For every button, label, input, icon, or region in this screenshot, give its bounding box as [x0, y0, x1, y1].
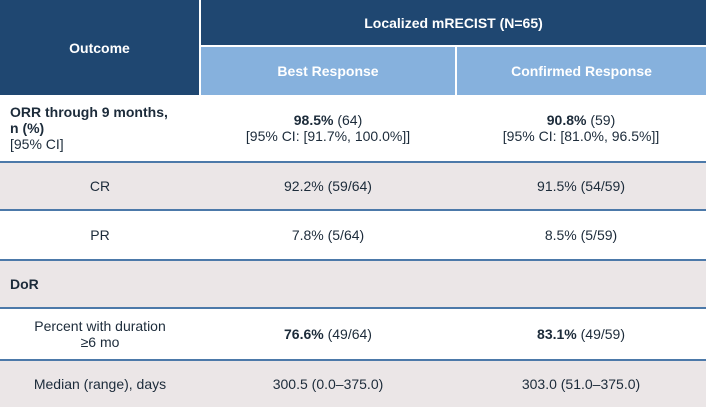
- orr-best-cell: 98.5% (64) [95% CI: [91.7%, 100.0%]]: [200, 95, 456, 162]
- median-label: Median (range), days: [33, 376, 167, 392]
- pct6-conf-percent: 83.1%: [537, 326, 577, 342]
- orr-label-line2: n (%): [10, 120, 45, 136]
- cr-label: CR: [89, 178, 111, 194]
- pct6-label: Percent with duration ≥6 mo: [0, 308, 200, 360]
- dor-conf-empty: [456, 260, 706, 308]
- pct6-conf-cell: 83.1% (49/59): [456, 308, 706, 360]
- pct6-best-count: (49/64): [323, 326, 372, 342]
- pct6-label-line2: ≥6 mo: [80, 334, 120, 350]
- table-row-duration: Percent with duration ≥6 mo 76.6% (49/64…: [0, 308, 706, 360]
- dor-best-empty: [200, 260, 456, 308]
- table-row-median: Median (range), days 300.5 (0.0–375.0) 3…: [0, 360, 706, 407]
- cr-conf: 91.5% (54/59): [537, 178, 625, 194]
- pct6-best-cell: 76.6% (49/64): [200, 308, 456, 360]
- median-best: 300.5 (0.0–375.0): [272, 376, 384, 392]
- pct6-best-percent: 76.6%: [284, 326, 324, 342]
- orr-conf-percent: 90.8%: [546, 112, 587, 128]
- pr-label: PR: [90, 227, 110, 243]
- table-row-dor: DoR: [0, 260, 706, 308]
- pr-conf: 8.5% (5/59): [544, 227, 618, 243]
- orr-conf-count: (59): [586, 112, 616, 128]
- table-row-orr: ORR through 9 months, n (%) [95% CI] 98.…: [0, 95, 706, 162]
- orr-label-line1: ORR through 9 months,: [10, 104, 168, 120]
- orr-best-percent: 98.5%: [293, 112, 334, 128]
- pct6-label-line1: Percent with duration: [34, 318, 166, 334]
- orr-label: ORR through 9 months, n (%) [95% CI]: [0, 95, 200, 162]
- orr-label-line3: [95% CI]: [10, 136, 64, 152]
- table-row-cr: CR 92.2% (59/64) 91.5% (54/59): [0, 162, 706, 210]
- orr-conf-cell: 90.8% (59) [95% CI: [81.0%, 96.5%]]: [456, 95, 706, 162]
- orr-best-ci: [95% CI: [91.7%, 100.0%]]: [245, 128, 411, 144]
- group-header: Localized mRECIST (N=65): [200, 0, 706, 47]
- orr-conf-ci: [95% CI: [81.0%, 96.5%]]: [502, 128, 660, 144]
- median-conf: 303.0 (51.0–375.0): [521, 376, 641, 392]
- pr-best: 7.8% (5/64): [291, 227, 365, 243]
- dor-label: DoR: [10, 276, 39, 292]
- outcome-header: Outcome: [0, 0, 201, 95]
- table-row-pr: PR 7.8% (5/64) 8.5% (5/59): [0, 210, 706, 260]
- orr-best-count: (64): [333, 112, 363, 128]
- confirmed-response-header: Confirmed Response: [456, 46, 706, 95]
- cr-best: 92.2% (59/64): [284, 178, 372, 194]
- pct6-conf-count: (49/59): [576, 326, 625, 342]
- best-response-header: Best Response: [200, 46, 457, 95]
